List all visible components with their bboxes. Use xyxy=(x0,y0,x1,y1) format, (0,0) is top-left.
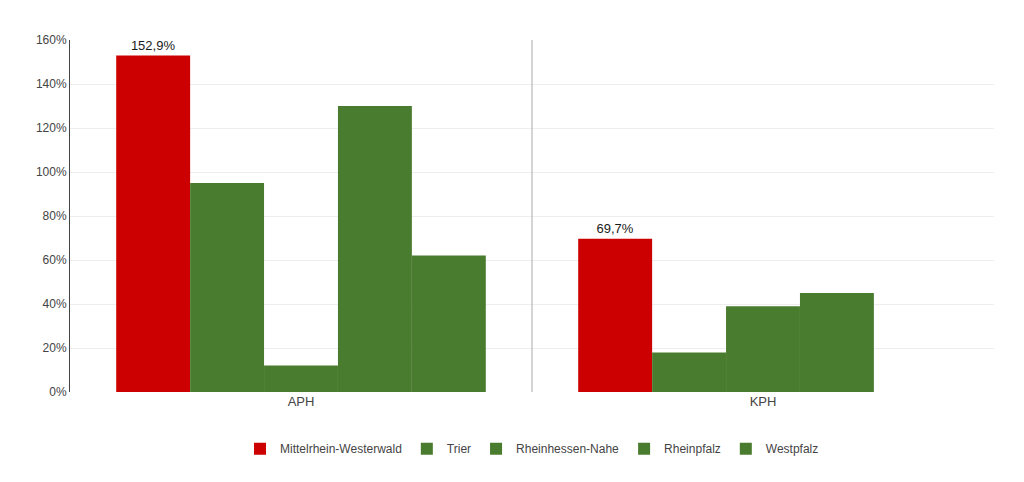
svg-text:20%: 20% xyxy=(43,341,67,355)
svg-text:140%: 140% xyxy=(36,77,67,91)
svg-text:40%: 40% xyxy=(43,297,67,311)
svg-text:Westpfalz: Westpfalz xyxy=(766,442,818,456)
svg-text:80%: 80% xyxy=(43,209,67,223)
svg-text:160%: 160% xyxy=(36,33,67,47)
svg-text:Mittelrhein-Westerwald: Mittelrhein-Westerwald xyxy=(280,442,402,456)
svg-text:Rheinpfalz: Rheinpfalz xyxy=(664,442,721,456)
svg-text:69,7%: 69,7% xyxy=(597,221,634,236)
svg-text:Rheinhessen-Nahe: Rheinhessen-Nahe xyxy=(516,442,619,456)
svg-text:100%: 100% xyxy=(36,165,67,179)
svg-text:KPH: KPH xyxy=(750,394,777,409)
svg-text:Trier: Trier xyxy=(447,442,471,456)
svg-text:120%: 120% xyxy=(36,121,67,135)
svg-text:60%: 60% xyxy=(43,253,67,267)
svg-text:APH: APH xyxy=(288,394,315,409)
svg-text:152,9%: 152,9% xyxy=(131,38,176,53)
svg-text:0%: 0% xyxy=(49,385,67,399)
